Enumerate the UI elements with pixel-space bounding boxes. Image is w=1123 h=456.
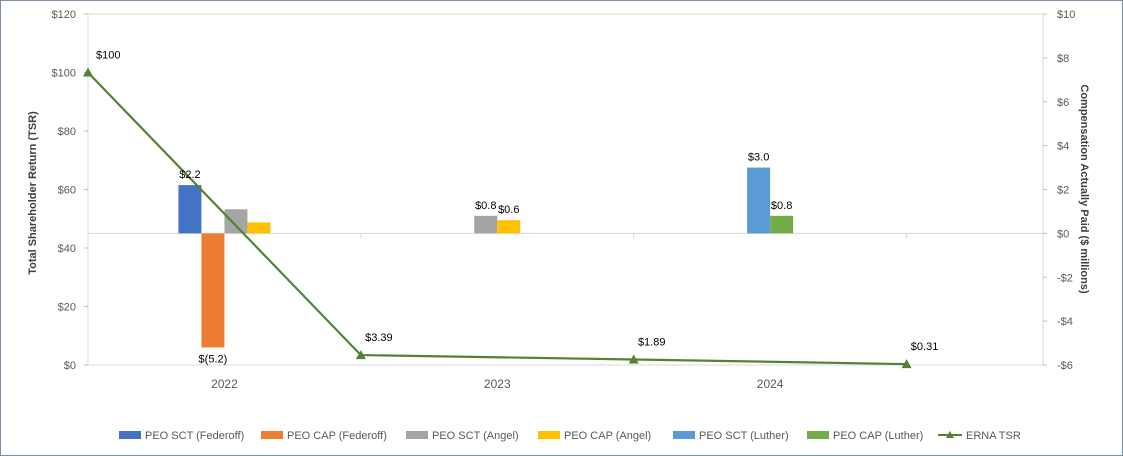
bar (224, 209, 248, 234)
y-right-tick-label: $2 (1057, 185, 1069, 197)
legend-swatch (673, 431, 695, 439)
bar (497, 220, 521, 234)
bar-data-label: $(5.2) (199, 353, 228, 365)
legend-swatch (406, 431, 428, 439)
tsr-data-label: $3.39 (365, 332, 393, 344)
y-right-tick-label: $0 (1057, 228, 1069, 240)
y-right-tick-label: $8 (1057, 53, 1069, 65)
legend-swatch (538, 431, 560, 439)
y-left-tick-label: $80 (58, 126, 76, 138)
legend-label: PEO SCT (Federoff) (145, 430, 244, 442)
y-right-tick-label: $6 (1057, 97, 1069, 109)
tsr-line (87, 71, 907, 366)
y-right-tick-label: -$6 (1057, 360, 1073, 372)
y-left-tick-label: $100 (52, 68, 76, 80)
tsr-point-marker (355, 350, 366, 360)
y-left-tick-label: $120 (52, 9, 76, 21)
legend-swatch (261, 431, 283, 439)
bar (201, 233, 225, 348)
x-category-label: 2024 (757, 377, 784, 391)
y-right-tick-label: $4 (1057, 141, 1069, 153)
y-left-tick-label: $60 (58, 185, 76, 197)
bar-data-label: $0.6 (498, 204, 519, 216)
y-axis-left-label: Total Shareholder Return (TSR) (27, 111, 39, 275)
y-left-tick-label: $40 (58, 243, 76, 255)
bar (770, 215, 794, 234)
bar (474, 215, 498, 234)
x-category-label: 2022 (211, 377, 238, 391)
bar (247, 222, 271, 234)
legend-swatch (119, 431, 141, 439)
tsr-data-label: $100 (96, 50, 120, 62)
tsr-point-marker (901, 359, 912, 369)
y-right-tick-label: $10 (1057, 9, 1075, 21)
y-left-tick-label: $0 (64, 360, 76, 372)
tsr-point-marker (628, 354, 639, 364)
y-axis-right-label: Compensation Actually Paid ($ millions) (1078, 84, 1090, 294)
bar-data-label: $0.8 (475, 200, 496, 212)
bar-data-label: $0.8 (771, 200, 792, 212)
legend-label: PEO CAP (Federoff) (287, 430, 387, 442)
plot-area (87, 13, 1044, 366)
tsr-point-marker (83, 67, 93, 77)
legend-swatch (807, 431, 829, 439)
y-right-tick-label: -$2 (1057, 272, 1073, 284)
legend-label: PEO CAP (Luther) (833, 430, 923, 442)
y-left-tick-label: $20 (58, 302, 76, 314)
bar-data-label: $2.2 (179, 169, 200, 181)
bar-data-label: $3.0 (748, 152, 769, 164)
tsr-data-label: $0.31 (911, 341, 939, 353)
legend-label: ERNA TSR (966, 430, 1021, 442)
tsr-data-label: $1.89 (638, 336, 666, 348)
legend-label: PEO CAP (Angel) (564, 430, 651, 442)
bar (178, 185, 202, 234)
legend-label: PEO SCT (Luther) (699, 430, 789, 442)
x-category-label: 2023 (484, 377, 511, 391)
legend-label: PEO SCT (Angel) (432, 430, 519, 442)
bar (747, 167, 771, 234)
legend-marker (946, 431, 954, 438)
y-right-tick-label: -$4 (1057, 316, 1073, 328)
